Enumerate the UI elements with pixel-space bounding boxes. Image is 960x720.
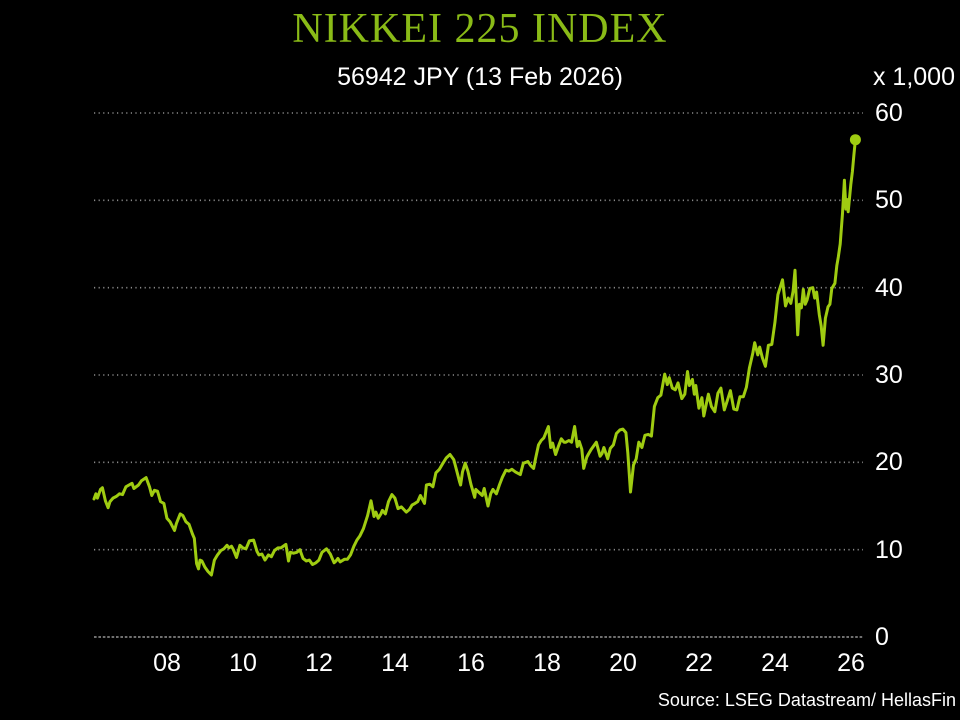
price-line — [92, 138, 857, 577]
y-axis-unit-label: x 1,000 — [872, 63, 955, 91]
x-tick-label: 18 — [533, 649, 561, 677]
chart-title: NIKKEI 225 INDEX — [292, 6, 668, 52]
y-tick-label: 0 — [875, 623, 889, 651]
x-tick-label: 24 — [761, 649, 789, 677]
y-tick-label: 10 — [875, 536, 903, 564]
chart-subtitle: 56942 JPY (13 Feb 2026) — [337, 63, 623, 91]
y-tick-label: 30 — [875, 361, 903, 389]
source-note: Source: LSEG Datastream/ HellasFin — [657, 690, 956, 710]
x-tick-label: 12 — [305, 649, 333, 677]
x-tick-label: 14 — [381, 649, 409, 677]
y-tick-label: 40 — [875, 274, 903, 302]
x-tick-label: 16 — [457, 649, 485, 677]
last-point-marker — [849, 134, 861, 146]
y-tick-label: 60 — [875, 99, 903, 127]
x-tick-label: 10 — [229, 649, 257, 677]
x-tick-label: 22 — [685, 649, 713, 677]
x-tick-label: 20 — [609, 649, 637, 677]
y-tick-label: 20 — [875, 448, 903, 476]
x-tick-label: 26 — [837, 649, 865, 677]
x-tick-label: 08 — [153, 649, 181, 677]
y-tick-label: 50 — [875, 186, 903, 214]
